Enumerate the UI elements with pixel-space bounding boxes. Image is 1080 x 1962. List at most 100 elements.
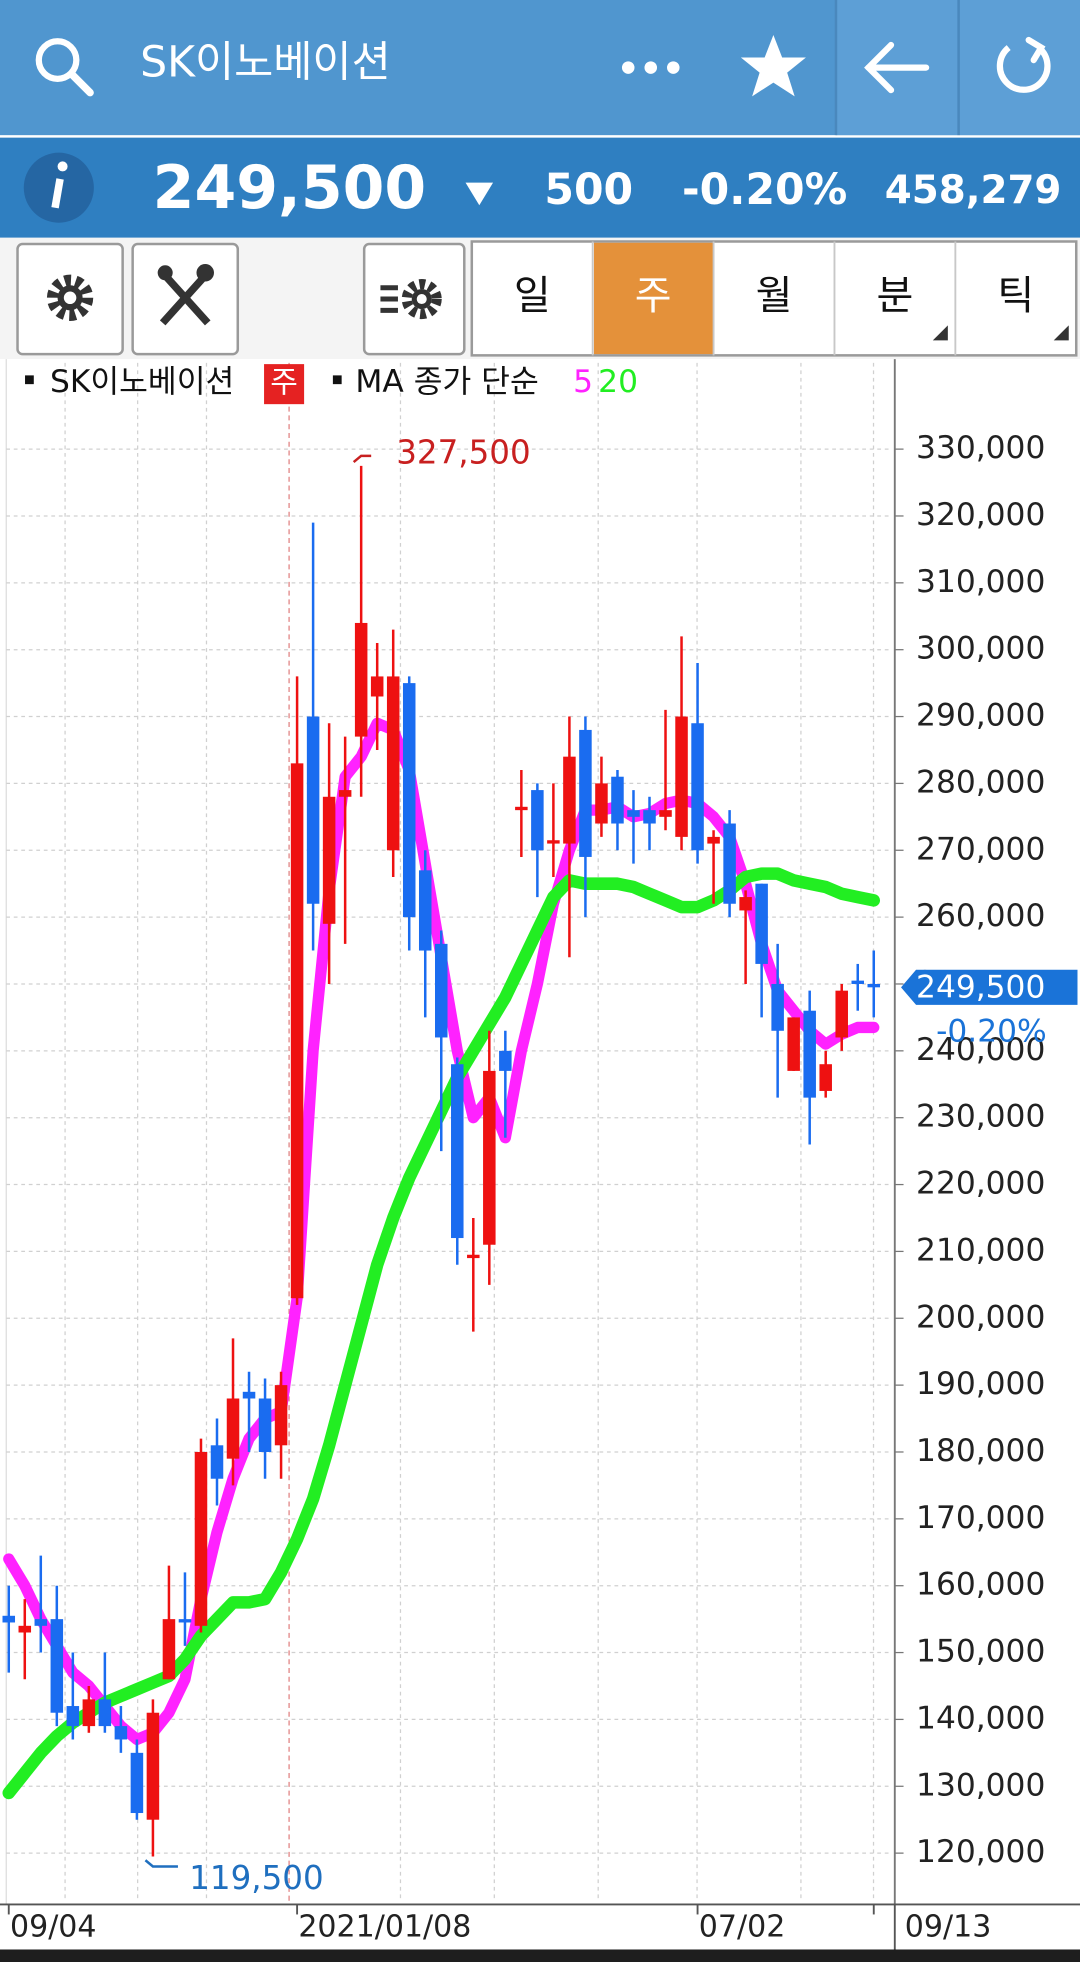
candle-body: [723, 823, 736, 904]
y-tick-label: 330,000: [916, 430, 1045, 466]
last-price-label: 249,500: [916, 970, 1045, 1006]
candle-body: [130, 1752, 144, 1814]
date-bar: [0, 1904, 1080, 1950]
candle-body: [322, 796, 336, 924]
legend-marker: [25, 375, 34, 385]
max-pointer: [352, 454, 372, 464]
candle-body: [258, 1398, 272, 1452]
y-tick-label: 120,000: [916, 1834, 1045, 1870]
y-tick-label: 180,000: [916, 1433, 1045, 1469]
candle-body: [146, 1712, 160, 1820]
y-tick-label: 280,000: [916, 764, 1045, 800]
x-tick-label: 09/13: [905, 1910, 992, 1945]
candle-body: [803, 1010, 816, 1098]
info-button[interactable]: [23, 152, 94, 223]
search-button[interactable]: [35, 38, 94, 97]
candle-body: [306, 716, 320, 904]
legend-series: SK이노베이션: [50, 364, 234, 400]
candle-body: [18, 1625, 32, 1633]
tab[interactable]: 분: [833, 241, 948, 356]
legend-marker: [332, 375, 342, 385]
candle-body: [114, 1726, 128, 1740]
chart-area: [0, 359, 1080, 1905]
change: 500: [544, 166, 633, 215]
x-tick-label: 09/04: [10, 1910, 97, 1945]
candle-body: [435, 943, 448, 1038]
candle-body: [547, 840, 560, 844]
tab[interactable]: 틱: [954, 241, 1069, 356]
max-label: 327,500: [396, 434, 530, 472]
legend-ma: MA 종가 단순: [355, 364, 538, 400]
candle-body: [643, 810, 656, 824]
candle-body: [50, 1619, 64, 1713]
candle-body: [370, 676, 384, 697]
favorite-button[interactable]: [740, 35, 806, 97]
candle-body: [34, 1619, 48, 1626]
candle-body: [579, 729, 592, 857]
y-tick-label: 300,000: [916, 631, 1045, 667]
candle-body: [483, 1070, 496, 1245]
candle-body: [194, 1451, 208, 1626]
tab[interactable]: 월: [712, 241, 793, 356]
candle-body: [787, 1017, 800, 1071]
tools-button[interactable]: [131, 242, 240, 356]
settings-button[interactable]: [16, 242, 124, 356]
interval-badge: [264, 364, 305, 405]
interval-label: 주: [270, 366, 298, 401]
y-tick-label: 290,000: [916, 698, 1045, 734]
candle-body: [386, 676, 400, 851]
y-tick-label: 260,000: [916, 898, 1045, 934]
candle-body: [242, 1391, 256, 1399]
legend-ma5: 5: [573, 364, 593, 400]
min-label: 119,500: [189, 1859, 323, 1897]
y-tick-label: 200,000: [916, 1299, 1045, 1335]
y-tick-label: 130,000: [916, 1767, 1045, 1803]
indicator-settings-button[interactable]: [362, 242, 466, 356]
candle-body: [563, 756, 576, 844]
candle-body: [418, 870, 432, 951]
more-button[interactable]: [621, 61, 680, 74]
back-button[interactable]: [864, 41, 930, 94]
candle-body: [851, 980, 865, 984]
tab-label: 분: [876, 273, 913, 319]
candle-body: [691, 723, 704, 851]
stock-title: SK이노베이션: [140, 39, 391, 88]
candle-body: [210, 1445, 224, 1479]
tab-group: [470, 240, 1078, 357]
y-tick-label: 190,000: [916, 1366, 1045, 1402]
tab-label: 일: [514, 273, 551, 319]
candle-body: [338, 790, 352, 797]
candle-body: [66, 1706, 80, 1727]
last-price-tag: [901, 969, 1078, 1005]
y-tick-label: 210,000: [916, 1232, 1045, 1268]
candle-body: [531, 790, 544, 851]
min-pointer: [144, 1859, 178, 1868]
last-change-label: -0.20%: [936, 1013, 1047, 1049]
candle-body: [467, 1254, 480, 1259]
candle-body: [819, 1064, 832, 1091]
candle-body: [611, 776, 624, 824]
candle-body: [771, 983, 784, 1031]
candle-body: [835, 990, 848, 1038]
candle-body: [595, 783, 608, 824]
refresh-button[interactable]: [996, 36, 1051, 93]
candle-body: [162, 1619, 176, 1680]
change-pct: -0.20%: [682, 166, 847, 215]
tab[interactable]: 일: [514, 273, 551, 319]
tab-label: 틱: [997, 273, 1034, 319]
down-arrow: [465, 182, 494, 206]
x-tick-label: 07/02: [699, 1910, 786, 1945]
tab[interactable]: 주: [591, 241, 714, 356]
candle-body: [627, 810, 640, 817]
candle-body: [274, 1385, 288, 1446]
x-tick-label: 2021/01/08: [298, 1910, 471, 1945]
candle-body: [2, 1615, 16, 1623]
candle-body: [499, 1050, 512, 1071]
volume: 458,279: [885, 168, 1062, 213]
nav-bar: [0, 1949, 1080, 1962]
candle-body: [755, 883, 768, 964]
candle-body: [98, 1699, 112, 1727]
candle-body: [226, 1398, 240, 1459]
